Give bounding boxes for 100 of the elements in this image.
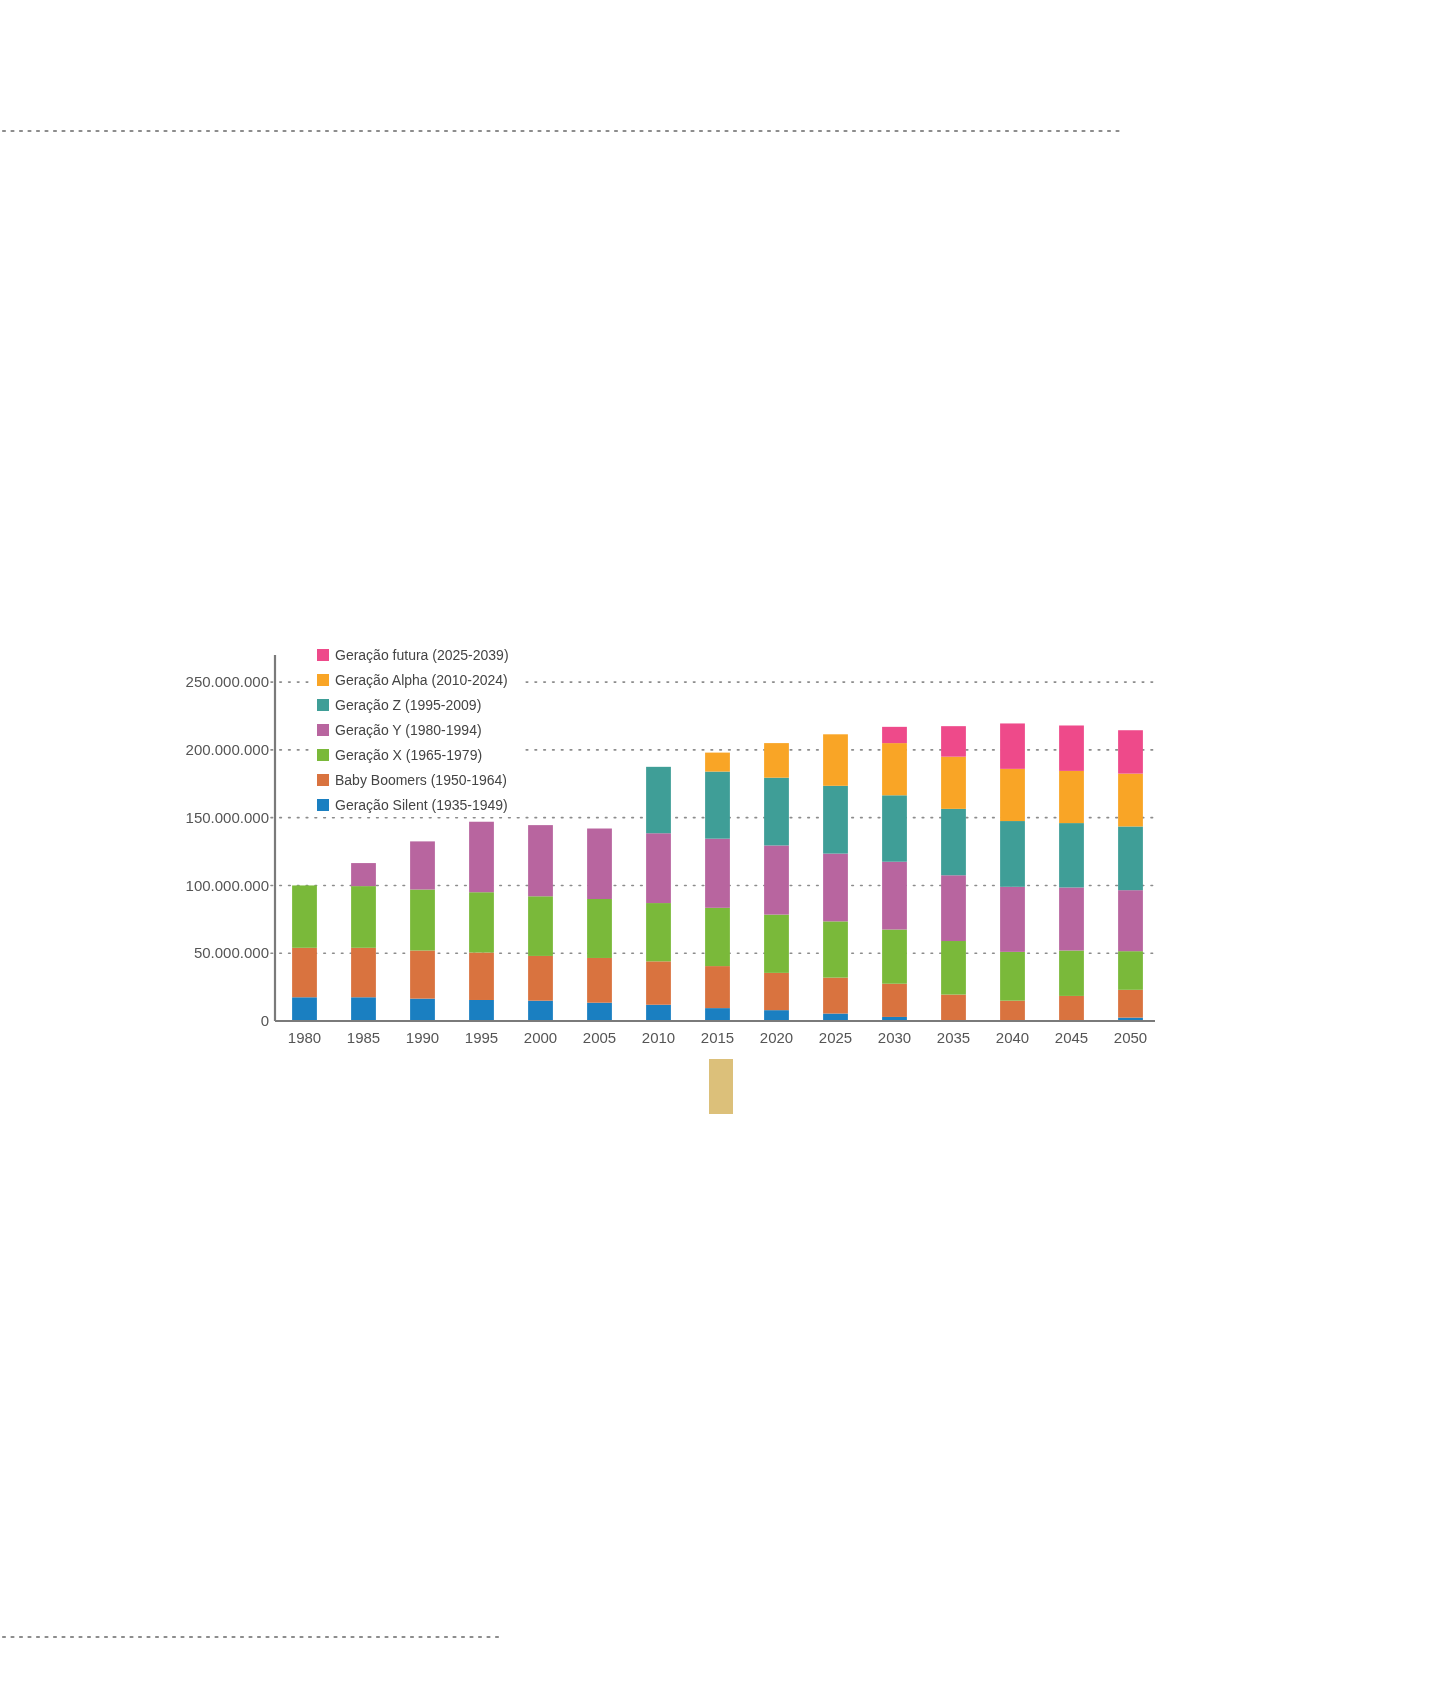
- x-tick-label: 1985: [346, 1029, 381, 1046]
- bar: [587, 899, 612, 958]
- bar: [764, 1010, 789, 1021]
- bar: [705, 838, 730, 908]
- bar: [764, 914, 789, 973]
- x-tick-label: 2045: [1054, 1029, 1089, 1046]
- bar: [528, 955, 553, 1001]
- bar: [351, 997, 376, 1021]
- bar: [646, 766, 671, 834]
- bar: [1000, 821, 1025, 887]
- bar: [1118, 730, 1143, 774]
- bar: [705, 907, 730, 967]
- bar: [1059, 725, 1084, 771]
- x-tick-label: 2025: [818, 1029, 853, 1046]
- bar: [1118, 989, 1143, 1018]
- x-tick-label: 1990: [405, 1029, 440, 1046]
- bar: [646, 1004, 671, 1021]
- x-tick-label: 1980: [287, 1029, 322, 1046]
- x-tick-label: 2030: [877, 1029, 912, 1046]
- y-tick-label: 250.000.000: [185, 673, 269, 691]
- x-tick-label: 2040: [995, 1029, 1030, 1046]
- legend-label: Baby Boomers (1950-1964): [335, 771, 507, 788]
- bar: [941, 726, 966, 757]
- bar: [292, 885, 317, 948]
- bar: [823, 785, 848, 854]
- y-tick-label: 50.000.000: [193, 944, 269, 962]
- bar: [646, 961, 671, 1005]
- y-tick-label: 150.000.000: [185, 808, 269, 826]
- bar: [941, 994, 966, 1021]
- bar: [823, 977, 848, 1014]
- bar: [1059, 770, 1084, 824]
- bar: [1000, 951, 1025, 1001]
- bar: [882, 795, 907, 862]
- legend-label: Geração futura (2025-2039): [335, 646, 509, 663]
- bar: [410, 950, 435, 999]
- x-tick-label: 2010: [641, 1029, 676, 1046]
- bar: [351, 886, 376, 948]
- bar: [941, 875, 966, 942]
- bar: [469, 952, 494, 1000]
- bar: [941, 756, 966, 809]
- bar: [410, 998, 435, 1021]
- bar: [1059, 995, 1084, 1021]
- bar: [823, 853, 848, 922]
- legend-label: Geração Alpha (2010-2024): [335, 671, 508, 688]
- bar: [587, 957, 612, 1003]
- bar: [1118, 951, 1143, 990]
- y-tick-label: 0: [260, 1012, 269, 1030]
- bar: [410, 889, 435, 951]
- bar: [1059, 887, 1084, 951]
- bar: [941, 808, 966, 876]
- bar: [292, 947, 317, 998]
- bar: [469, 821, 494, 893]
- y-tick-label: 100.000.000: [185, 876, 269, 894]
- x-tick-label: 2035: [936, 1029, 971, 1046]
- bar: [646, 833, 671, 904]
- bar: [646, 903, 671, 962]
- legend-label: Geração Z (1995-2009): [335, 696, 482, 713]
- bar: [1059, 950, 1084, 996]
- bar: [764, 845, 789, 915]
- bar: [528, 896, 553, 956]
- bar: [764, 777, 789, 846]
- bar: [587, 1002, 612, 1021]
- bar: [1000, 723, 1025, 769]
- bar: [1000, 768, 1025, 822]
- bar: [882, 983, 907, 1017]
- bar: [1118, 773, 1143, 827]
- legend-label: Geração X (1965-1979): [335, 746, 483, 763]
- bar: [587, 828, 612, 899]
- legend-label: Geração Silent (1935-1949): [335, 796, 508, 813]
- bar: [882, 743, 907, 796]
- bar: [351, 947, 376, 998]
- bar: [882, 726, 907, 744]
- bar: [410, 841, 435, 890]
- bar: [351, 863, 376, 887]
- bar: [1118, 890, 1143, 952]
- bar: [764, 743, 789, 778]
- bar: [1059, 823, 1084, 888]
- legend-label: Geração Y (1980-1994): [335, 721, 482, 738]
- bar: [469, 892, 494, 953]
- bar: [941, 941, 966, 995]
- bar: [1000, 886, 1025, 952]
- bar: [705, 966, 730, 1009]
- x-tick-label: 2005: [582, 1029, 617, 1046]
- bar: [764, 972, 789, 1011]
- y-tick-label: 200.000.000: [185, 741, 269, 759]
- bar: [705, 752, 730, 772]
- bar: [1000, 1000, 1025, 1021]
- x-tick-label: 2000: [523, 1029, 558, 1046]
- x-tick-label: 2015: [700, 1029, 735, 1046]
- bar: [528, 1000, 553, 1021]
- bar: [528, 825, 553, 897]
- x-tick-label: 1995: [464, 1029, 499, 1046]
- x-tick-label: 2020: [759, 1029, 794, 1046]
- bar: [292, 997, 317, 1021]
- bar: [882, 861, 907, 930]
- bar: [705, 771, 730, 839]
- x-tick-label: 2050: [1113, 1029, 1148, 1046]
- bar: [1118, 826, 1143, 891]
- bar: [823, 734, 848, 786]
- bar: [469, 999, 494, 1021]
